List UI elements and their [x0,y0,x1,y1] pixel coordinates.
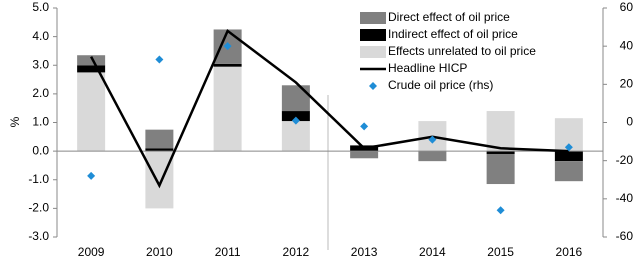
bar [486,153,515,185]
y-tick-label: 4.0 [32,29,49,43]
bar [281,111,310,122]
marker [360,122,369,131]
bar [554,151,583,162]
bar [486,111,515,152]
bar [281,85,310,112]
y2-tick-label: 60 [620,0,634,14]
marker [564,143,573,152]
legend-swatch [360,12,386,24]
y2-tick-label: 0 [626,115,633,129]
legend-label: Indirect effect of oil price [388,27,518,41]
bar [77,65,106,73]
x-tick-label: 2010 [146,245,173,259]
bar [213,63,242,67]
bar [486,151,515,154]
bar [145,148,174,152]
bar [554,161,583,182]
bar [281,121,310,152]
legend-swatch [360,46,386,58]
legend-label: Effects unrelated to oil price [388,44,536,58]
x-tick-label: 2012 [283,245,310,259]
x-tick-label: 2015 [487,245,514,259]
y2-tick-label: -40 [616,191,634,205]
y2-tick-label: -60 [616,229,634,243]
y-axis-label: % [8,116,22,127]
bar [418,151,447,162]
y-tick-label: 5.0 [32,0,49,14]
x-tick-label: 2013 [351,245,378,259]
y-tick-label: 3.0 [32,57,49,71]
y-tick-label: -2.0 [28,201,49,215]
y-tick-label: 1.0 [32,115,49,129]
legend-swatch [369,82,377,90]
x-tick-label: 2014 [419,245,446,259]
marker [428,135,437,144]
bar [145,129,174,149]
x-tick-label: 2009 [78,245,105,259]
marker [223,42,232,51]
y2-tick-label: 40 [620,38,634,52]
bar [213,66,242,152]
legend-label: Crude oil price (rhs) [388,78,493,92]
marker [496,206,505,215]
x-tick-label: 2016 [556,245,583,259]
bar [350,151,379,159]
line [90,28,569,189]
y-tick-label: 0.0 [32,143,49,157]
legend-label: Headline HICP [388,61,467,75]
x-tick-label: 2011 [215,245,241,259]
legend-swatch [360,29,386,41]
marker [291,116,300,125]
marker [87,171,96,180]
y-tick-label: 2.0 [32,86,49,100]
bar [77,72,106,152]
y2-tick-label: 20 [620,77,634,91]
marker [155,55,164,64]
y-tick-label: -1.0 [28,172,49,186]
y2-tick-label: -20 [616,153,634,167]
y-tick-label: -3.0 [28,229,49,243]
bar [77,55,106,66]
bar [145,151,174,209]
legend-label: Direct effect of oil price [388,10,510,24]
